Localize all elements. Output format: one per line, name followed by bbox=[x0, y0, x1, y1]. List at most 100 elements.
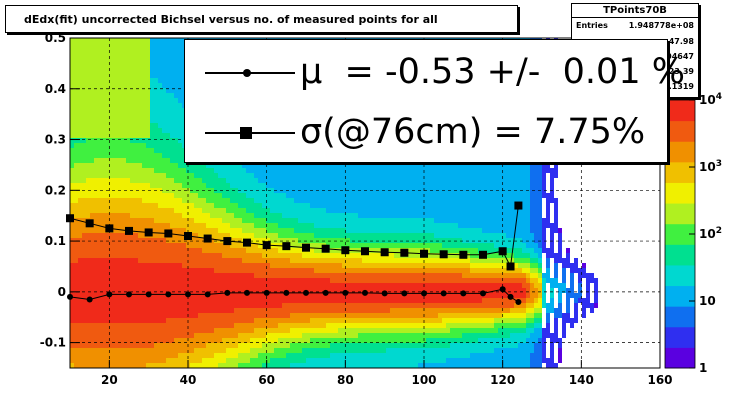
heatmap-cell bbox=[206, 343, 210, 348]
heatmap-cell bbox=[302, 353, 306, 358]
heatmap-cell bbox=[154, 208, 158, 213]
heatmap-cell bbox=[126, 333, 130, 338]
heatmap-cell bbox=[162, 123, 166, 128]
heatmap-cell bbox=[170, 348, 174, 353]
heatmap-cell bbox=[142, 93, 146, 98]
heatmap-cell bbox=[362, 313, 366, 318]
heatmap-cell bbox=[102, 328, 106, 333]
heatmap-cell bbox=[170, 238, 174, 243]
heatmap-cell bbox=[354, 303, 358, 308]
heatmap-cell bbox=[146, 213, 150, 218]
heatmap-cell bbox=[110, 193, 114, 198]
heatmap-cell bbox=[178, 73, 182, 78]
heatmap-cell bbox=[286, 198, 290, 203]
heatmap-cell bbox=[122, 128, 126, 133]
heatmap-cell bbox=[166, 193, 170, 198]
heatmap-cell bbox=[126, 208, 130, 213]
heatmap-cell bbox=[90, 283, 94, 288]
heatmap-cell bbox=[322, 313, 326, 318]
heatmap-cell bbox=[358, 198, 362, 203]
heatmap-cell bbox=[86, 43, 90, 48]
heatmap-cell bbox=[330, 318, 334, 323]
heatmap-cell bbox=[130, 303, 134, 308]
heatmap-cell bbox=[78, 358, 82, 363]
heatmap-cell bbox=[154, 228, 158, 233]
heatmap-cell bbox=[110, 323, 114, 328]
heatmap-cell bbox=[122, 93, 126, 98]
heatmap-cell bbox=[346, 348, 350, 353]
heatmap-cell bbox=[178, 253, 182, 258]
heatmap-cell bbox=[122, 198, 126, 203]
heatmap-cell bbox=[94, 133, 98, 138]
heatmap-cell bbox=[282, 328, 286, 333]
heatmap-cell bbox=[114, 328, 118, 333]
heatmap-cell bbox=[182, 243, 186, 248]
heatmap-cell bbox=[78, 183, 82, 188]
heatmap-cell bbox=[262, 333, 266, 338]
heatmap-cell bbox=[138, 78, 142, 83]
heatmap-cell bbox=[262, 293, 266, 298]
heatmap-cell bbox=[162, 153, 166, 158]
heatmap-cell bbox=[130, 268, 134, 273]
heatmap-cell bbox=[354, 243, 358, 248]
heatmap-cell bbox=[126, 93, 130, 98]
heatmap-cell bbox=[110, 173, 114, 178]
heatmap-cell bbox=[242, 353, 246, 358]
heatmap-cell bbox=[218, 313, 222, 318]
heatmap-cell bbox=[370, 228, 374, 233]
heatmap-cell bbox=[194, 303, 198, 308]
heatmap-cell bbox=[366, 293, 370, 298]
heatmap-cell bbox=[150, 38, 154, 43]
heatmap-cell bbox=[290, 323, 294, 328]
heatmap-cell bbox=[238, 333, 242, 338]
heatmap-cell bbox=[70, 228, 74, 233]
heatmap-cell bbox=[122, 358, 126, 363]
heatmap-cell bbox=[306, 178, 310, 183]
heatmap-cell bbox=[82, 293, 86, 298]
heatmap-cell bbox=[230, 318, 234, 323]
heatmap-cell bbox=[90, 193, 94, 198]
heatmap-cell bbox=[230, 228, 234, 233]
heatmap-cell bbox=[102, 343, 106, 348]
heatmap-cell bbox=[130, 58, 134, 63]
heatmap-cell bbox=[162, 288, 166, 293]
heatmap-cell bbox=[350, 333, 354, 338]
heatmap-cell bbox=[222, 223, 226, 228]
heatmap-cell bbox=[154, 193, 158, 198]
heatmap-cell bbox=[82, 78, 86, 83]
heatmap-cell bbox=[110, 203, 114, 208]
heatmap-cell bbox=[114, 48, 118, 53]
heatmap-cell bbox=[166, 73, 170, 78]
heatmap-cell bbox=[286, 353, 290, 358]
heatmap-cell bbox=[266, 323, 270, 328]
heatmap-cell bbox=[246, 348, 250, 353]
heatmap-cell bbox=[342, 243, 346, 248]
heatmap-cell bbox=[218, 303, 222, 308]
heatmap-cell bbox=[114, 338, 118, 343]
heatmap-cell bbox=[174, 118, 178, 123]
heatmap-cell bbox=[174, 113, 178, 118]
heatmap-cell bbox=[90, 358, 94, 363]
heatmap-cell bbox=[90, 273, 94, 278]
heatmap-cell bbox=[206, 248, 210, 253]
heatmap-cell bbox=[74, 203, 78, 208]
heatmap-cell bbox=[114, 38, 118, 43]
heatmap-cell bbox=[230, 338, 234, 343]
heatmap-cell bbox=[258, 283, 262, 288]
heatmap-cell bbox=[82, 148, 86, 153]
heatmap-cell bbox=[114, 213, 118, 218]
heatmap-cell bbox=[234, 318, 238, 323]
heatmap-cell bbox=[170, 283, 174, 288]
heatmap-cell bbox=[326, 228, 330, 233]
heatmap-cell bbox=[98, 313, 102, 318]
heatmap-cell bbox=[306, 168, 310, 173]
heatmap-cell bbox=[134, 288, 138, 293]
heatmap-cell bbox=[182, 213, 186, 218]
heatmap-cell bbox=[350, 173, 354, 178]
heatmap-cell bbox=[122, 343, 126, 348]
heatmap-cell bbox=[86, 308, 90, 313]
heatmap-cell bbox=[366, 228, 370, 233]
heatmap-cell bbox=[150, 98, 154, 103]
heatmap-cell bbox=[298, 323, 302, 328]
heatmap-cell bbox=[286, 233, 290, 238]
